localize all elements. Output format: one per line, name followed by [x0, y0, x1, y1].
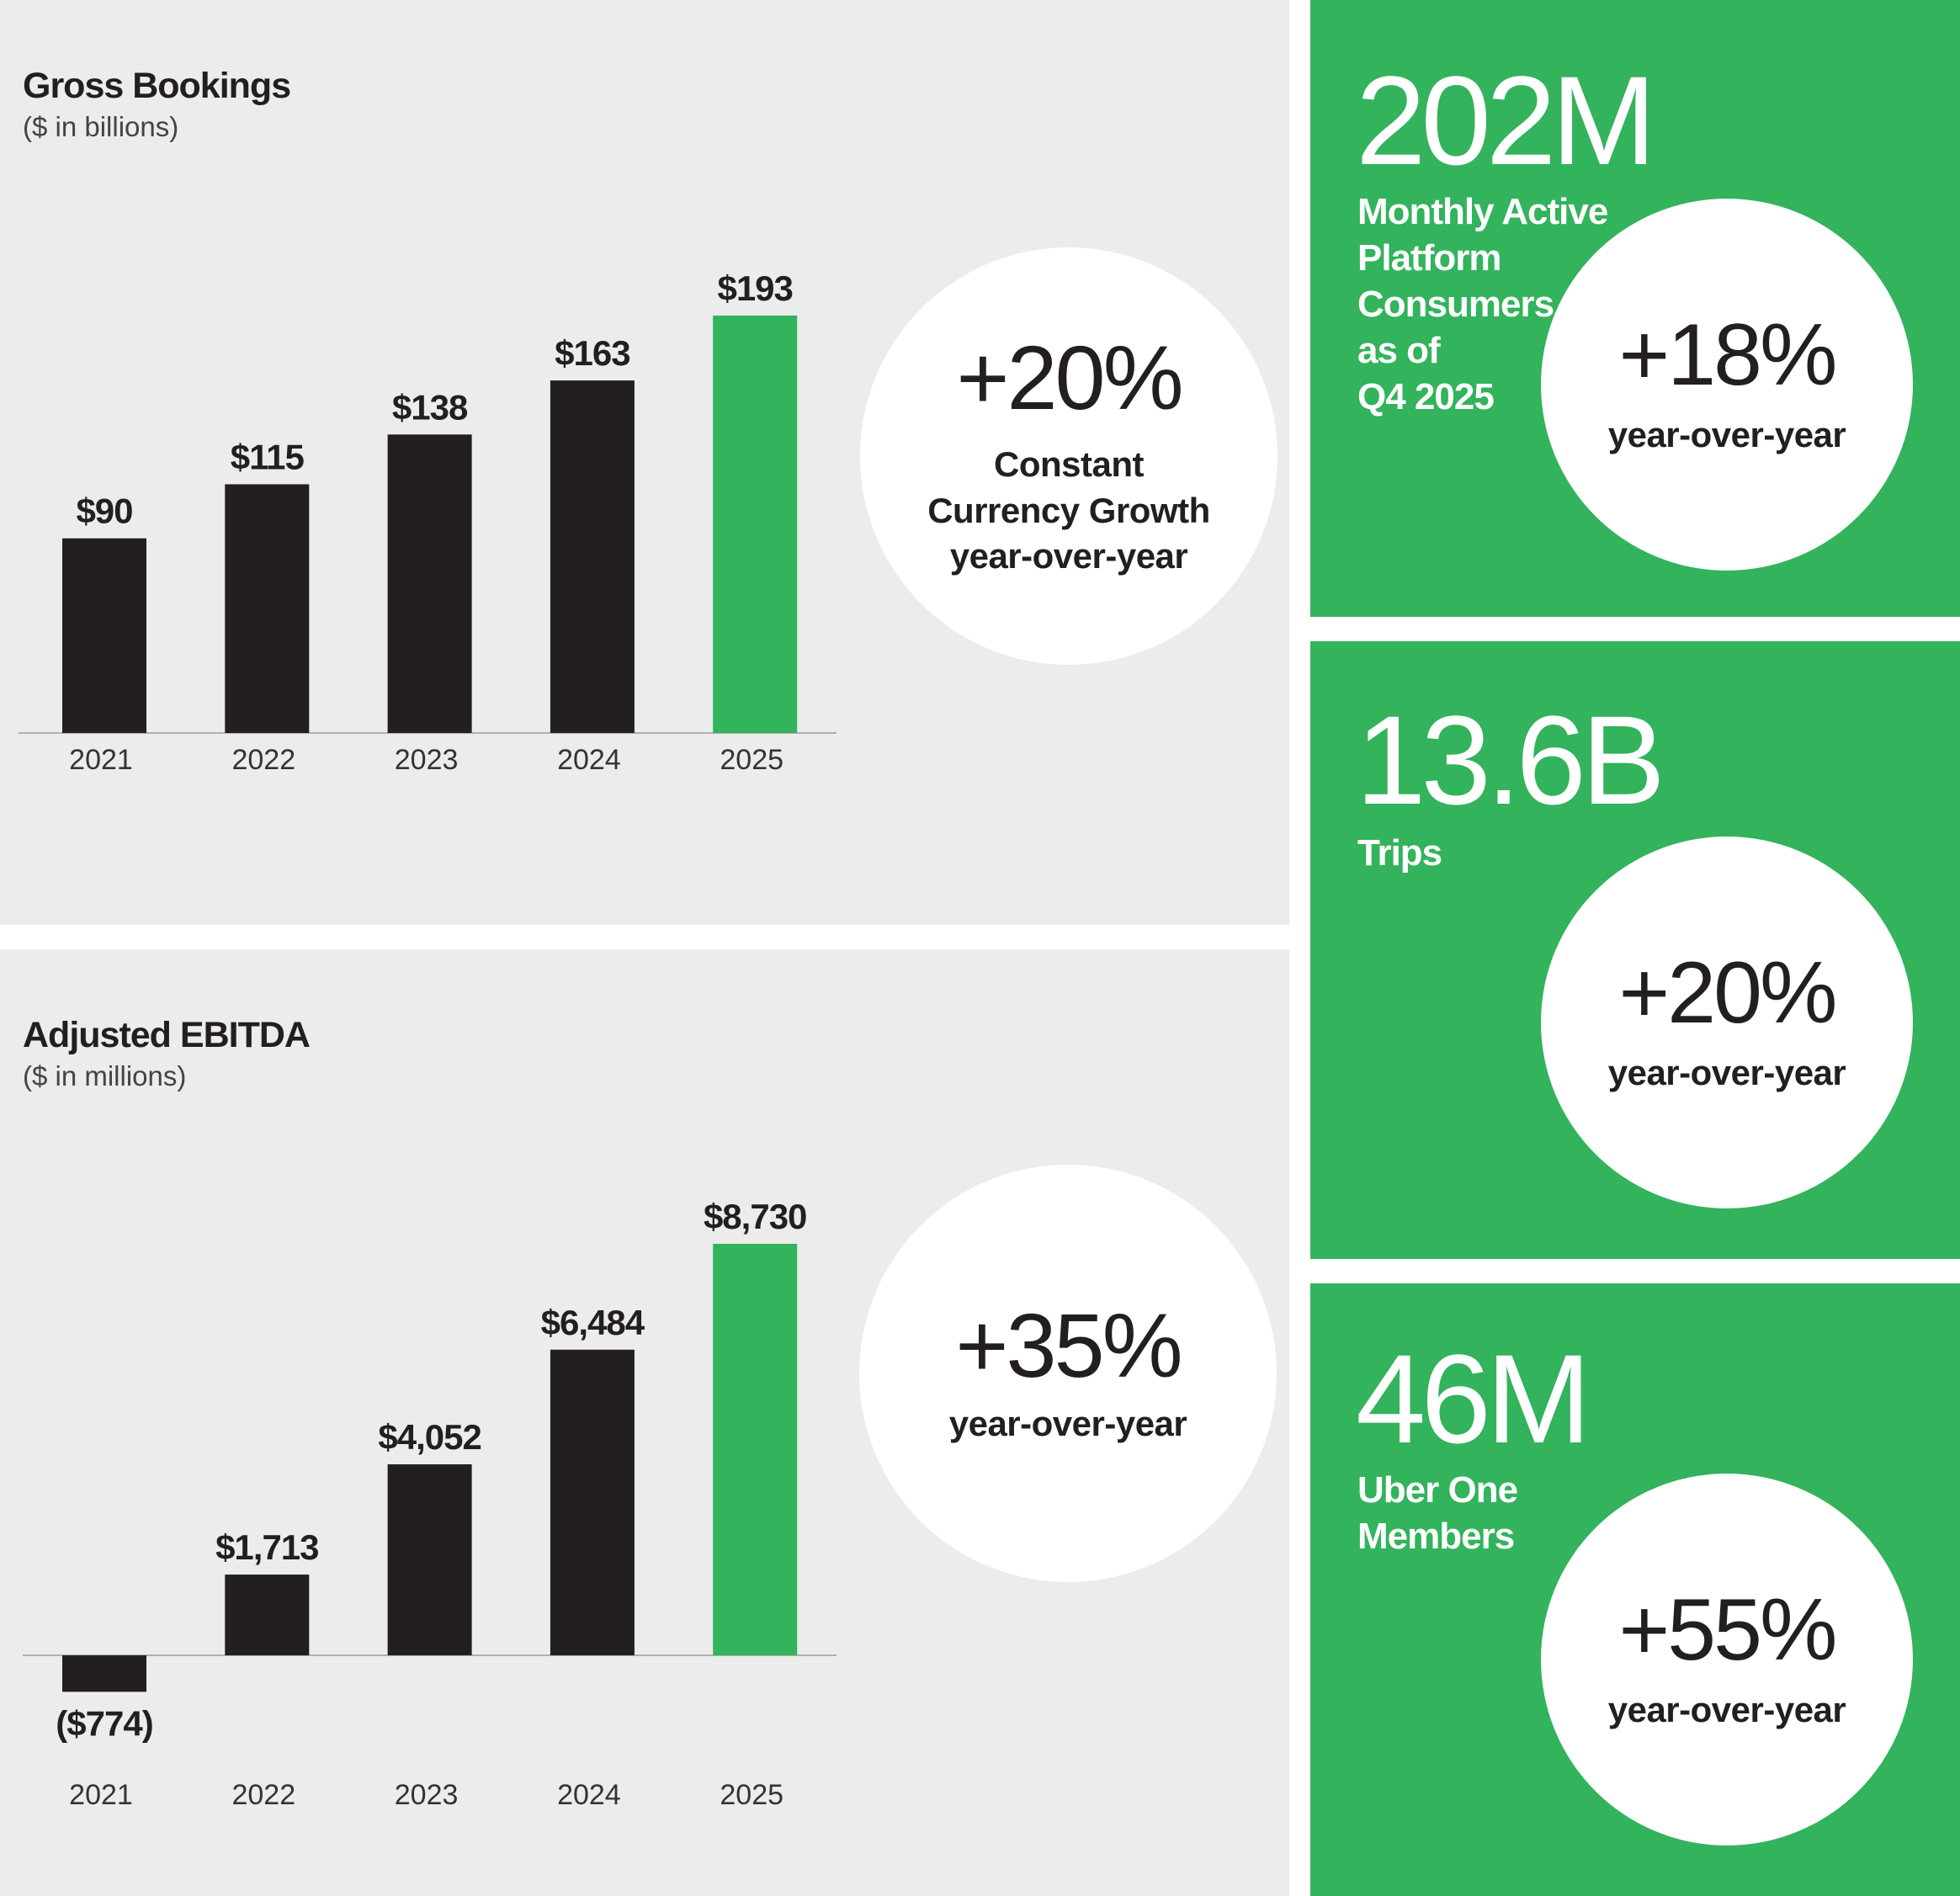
growth-percent: +20%: [956, 327, 1183, 429]
kpi-growth-caption: year-over-year: [1607, 1689, 1846, 1729]
growth-bubble: +20% Constant Currency Growth year-over-…: [860, 247, 1277, 665]
tick-label-2021: 2021: [69, 744, 133, 776]
tick-label-2022: 2022: [231, 1779, 295, 1811]
bar-2021: [62, 1655, 146, 1692]
tick-label-2024: 2024: [557, 1779, 621, 1811]
chart-title: Adjusted EBITDA: [23, 1015, 311, 1055]
kpi-label: Monthly Active Platform Consumers as of …: [1357, 191, 1608, 417]
kpi-label: Uber One Members: [1357, 1469, 1518, 1557]
data-label-2022: $1,713: [215, 1527, 318, 1567]
tick-label-2021: 2021: [69, 1779, 133, 1811]
data-label-2025: $193: [717, 268, 792, 308]
tick-label-2023: 2023: [395, 1779, 459, 1811]
kpi-growth-bubble: +55% year-over-year: [1541, 1474, 1913, 1846]
kpi-monthly-active-consumers: 202M Monthly Active Platform Consumers a…: [1310, 0, 1960, 617]
bar-2022: [225, 1575, 310, 1655]
bar-2023: [387, 1464, 472, 1655]
kpi-growth-bubble: +20% year-over-year: [1541, 836, 1913, 1208]
bar-2024: [550, 380, 635, 733]
kpi-growth-caption: year-over-year: [1607, 1052, 1846, 1092]
data-label-2021: ($774): [56, 1703, 152, 1743]
chart-subtitle: ($ in millions): [23, 1060, 187, 1091]
bar-2021: [62, 538, 146, 733]
kpi-growth-bubble: +18% year-over-year: [1541, 199, 1913, 571]
growth-percent: +35%: [955, 1293, 1182, 1396]
growth-bubble: +35% year-over-year: [859, 1165, 1277, 1582]
adjusted-ebitda-panel: Adjusted EBITDA ($ in millions) ($774) 20…: [0, 949, 1289, 1896]
tick-label-2024: 2024: [557, 744, 621, 776]
data-label-2024: $6,484: [541, 1303, 645, 1342]
adjusted-ebitda-chart: ($774) 2021 $1,713 2022 $4,052 2023 $6,484 2024…: [23, 1197, 837, 1811]
data-label-2021: $90: [76, 491, 132, 531]
kpi-growth-caption: year-over-year: [1607, 414, 1846, 454]
bar-2024: [550, 1349, 635, 1655]
kpi-value: 202M: [1356, 50, 1656, 191]
data-label-2024: $163: [555, 333, 629, 373]
kpi-growth-percent: +20%: [1618, 943, 1838, 1042]
gross-bookings-chart: $90 2021 $115 2022 $138 2023 $163 2024 $193 2025: [19, 268, 837, 776]
data-label-2023: $138: [392, 387, 468, 427]
chart-subtitle: ($ in billions): [23, 111, 179, 142]
bar-2023: [387, 434, 472, 733]
growth-caption: Constant Currency Growth year-over-year: [927, 444, 1210, 576]
tick-label-2023: 2023: [395, 744, 459, 776]
bar-2022: [225, 484, 310, 733]
tick-label-2025: 2025: [720, 1779, 783, 1811]
tick-label-2025: 2025: [720, 744, 783, 776]
kpi-value: 46M: [1356, 1328, 1591, 1469]
bar-2025: [713, 316, 798, 733]
data-label-2023: $4,052: [378, 1417, 481, 1457]
kpi-label: Trips: [1357, 832, 1442, 874]
kpi-value: 13.6B: [1356, 689, 1665, 831]
chart-title: Gross Bookings: [23, 66, 291, 106]
data-label-2025: $8,730: [704, 1197, 806, 1236]
kpi-growth-percent: +18%: [1618, 305, 1838, 404]
gross-bookings-panel: Gross Bookings ($ in billions) $90 2021 $1…: [0, 0, 1289, 925]
kpi-uber-one-members: 46M Uber One Members +55% year-over-year: [1310, 1283, 1960, 1896]
tick-label-2022: 2022: [231, 744, 295, 776]
kpi-growth-percent: +55%: [1618, 1580, 1838, 1679]
growth-caption: year-over-year: [948, 1403, 1187, 1443]
bar-2025: [713, 1244, 798, 1655]
data-label-2022: $115: [231, 437, 305, 476]
kpi-trips: 13.6B Trips +20% year-over-year: [1310, 641, 1960, 1259]
